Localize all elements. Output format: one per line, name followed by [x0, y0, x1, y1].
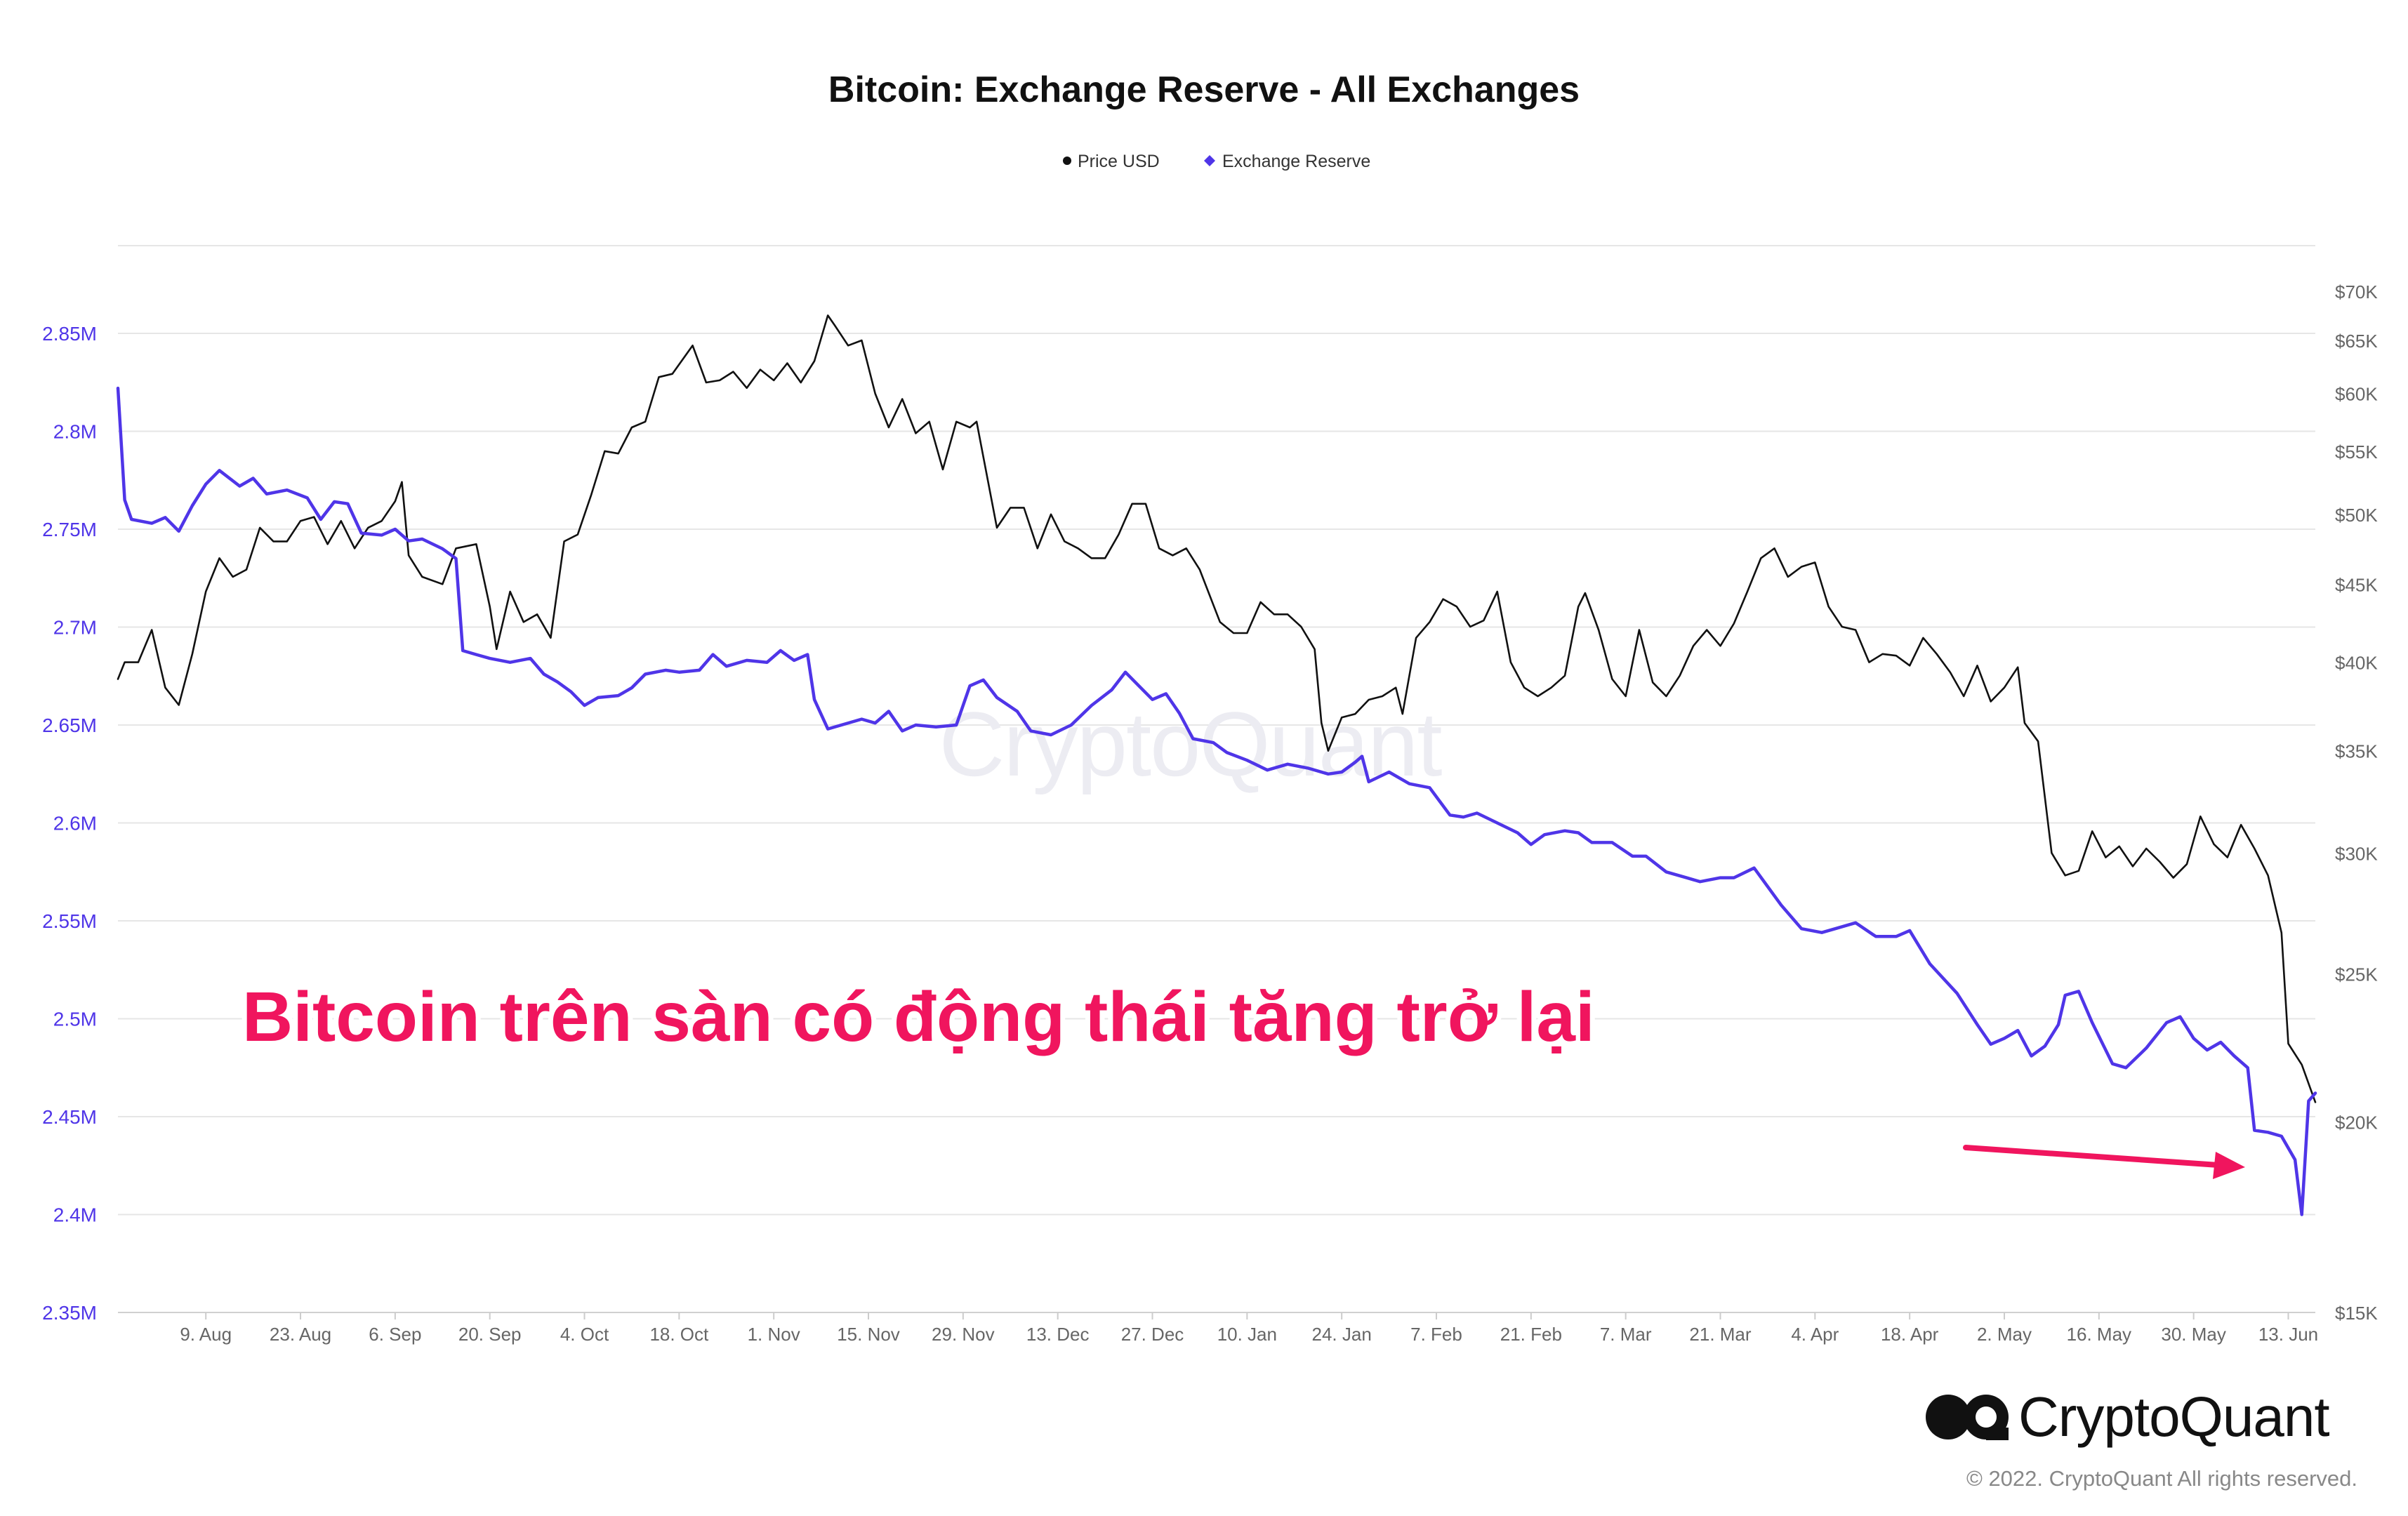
- right-axis-tick-label: $20K: [2335, 1112, 2378, 1133]
- right-axis-tick-label: $70K: [2335, 281, 2378, 302]
- x-axis-tick-label: 2. May: [1977, 1324, 2032, 1345]
- left-axis-tick-label: 2.5M: [53, 1009, 97, 1030]
- left-axis-ticks: 2.85M 2.8M 2.75M 2.7M 2.65M 2.6M 2.55M 2.5M 2.45…: [42, 323, 97, 1324]
- x-axis-tick-label: 7. Mar: [1600, 1324, 1652, 1345]
- left-axis-tick-label: 2.65M: [42, 714, 97, 736]
- legend-diamond-icon: [1204, 155, 1215, 166]
- right-axis-ticks: $70K $65K $60K $55K $50K $45K $40K $35K $30K $25K…: [2335, 281, 2378, 1324]
- x-axis-ticks: 9. Aug 23. Aug 6. Sep 20. Sep 4. Oct 18. Oct 1…: [180, 1312, 2318, 1345]
- left-axis-tick-label: 2.4M: [53, 1204, 97, 1226]
- left-axis-tick-label: 2.75M: [42, 519, 97, 540]
- legend-item-price[interactable]: Price USD: [1078, 152, 1160, 171]
- right-axis-tick-label: $25K: [2335, 964, 2378, 985]
- right-axis-tick-label: $50K: [2335, 505, 2378, 526]
- left-axis-tick-label: 2.7M: [53, 617, 97, 639]
- x-axis-tick-label: 18. Oct: [649, 1324, 709, 1345]
- legend-dot-icon: [1063, 157, 1071, 165]
- x-axis-tick-label: 4. Apr: [1791, 1324, 1839, 1345]
- right-axis-tick-label: $15K: [2335, 1303, 2378, 1324]
- right-axis-tick-label: $30K: [2335, 843, 2378, 864]
- x-axis-tick-label: 10. Jan: [1217, 1324, 1277, 1345]
- x-axis-tick-label: 6. Sep: [369, 1324, 421, 1345]
- logo-left-icon: [1926, 1395, 1971, 1439]
- right-axis-tick-label: $55K: [2335, 441, 2378, 463]
- chart-title: Bitcoin: Exchange Reserve - All Exchange…: [828, 69, 1580, 110]
- left-axis-tick-label: 2.45M: [42, 1106, 97, 1128]
- left-axis-tick-label: 2.8M: [53, 421, 97, 443]
- x-axis-tick-label: 9. Aug: [180, 1324, 232, 1345]
- x-axis-tick-label: 1. Nov: [748, 1324, 800, 1345]
- x-axis-tick-label: 18. Apr: [1881, 1324, 1939, 1345]
- series-lines: [116, 314, 2317, 1216]
- left-axis-tick-label: 2.35M: [42, 1302, 97, 1324]
- left-axis-tick-label: 2.85M: [42, 323, 97, 345]
- chart-legend[interactable]: Price USD Exchange Reserve: [1063, 152, 1370, 171]
- logo-cutout: [1976, 1407, 1997, 1428]
- x-axis-tick-label: 27. Dec: [1121, 1324, 1184, 1345]
- x-axis-tick-label: 4. Oct: [560, 1324, 609, 1345]
- right-axis-tick-label: $35K: [2335, 741, 2378, 762]
- annotation-arrow-shaft: [1963, 1145, 2221, 1168]
- series-line-exchange-reserve: [116, 386, 2317, 1216]
- logo-tail: [1986, 1428, 2009, 1440]
- left-axis-tick-label: 2.6M: [53, 813, 97, 835]
- cryptoquant-logo: [1926, 1395, 2009, 1440]
- x-axis-tick-label: 24. Jan: [1312, 1324, 1372, 1345]
- x-axis-tick-label: 7. Feb: [1410, 1324, 1462, 1345]
- x-axis-tick-label: 13. Dec: [1026, 1324, 1090, 1345]
- gridlines: [118, 245, 2315, 1313]
- annotation-text: Bitcoin trên sàn có động thái tăng trở l…: [242, 978, 1595, 1056]
- left-axis-tick-label: 2.55M: [42, 910, 97, 932]
- annotation-arrow-head-icon: [2213, 1152, 2245, 1179]
- series-line-price-usd: [117, 314, 2317, 1103]
- x-axis-tick-label: 16. May: [2067, 1324, 2132, 1345]
- x-axis-tick-label: 23. Aug: [270, 1324, 331, 1345]
- right-axis-tick-label: $45K: [2335, 574, 2378, 595]
- right-axis-tick-label: $40K: [2335, 653, 2378, 674]
- copyright-text: © 2022. CryptoQuant All rights reserved.: [1966, 1466, 2357, 1491]
- x-axis-tick-label: 30. May: [2161, 1324, 2226, 1345]
- right-axis-tick-label: $65K: [2335, 331, 2378, 352]
- x-axis-tick-label: 20. Sep: [458, 1324, 522, 1345]
- right-axis-tick-label: $60K: [2335, 384, 2378, 405]
- x-axis-tick-label: 21. Mar: [1689, 1324, 1751, 1345]
- x-axis-tick-label: 13. Jun: [2258, 1324, 2318, 1345]
- brand-name: CryptoQuant: [2018, 1385, 2329, 1448]
- x-axis-tick-label: 21. Feb: [1500, 1324, 1562, 1345]
- x-axis-tick-label: 15. Nov: [837, 1324, 900, 1345]
- legend-item-reserve[interactable]: Exchange Reserve: [1222, 152, 1370, 171]
- x-axis-tick-label: 29. Nov: [932, 1324, 995, 1345]
